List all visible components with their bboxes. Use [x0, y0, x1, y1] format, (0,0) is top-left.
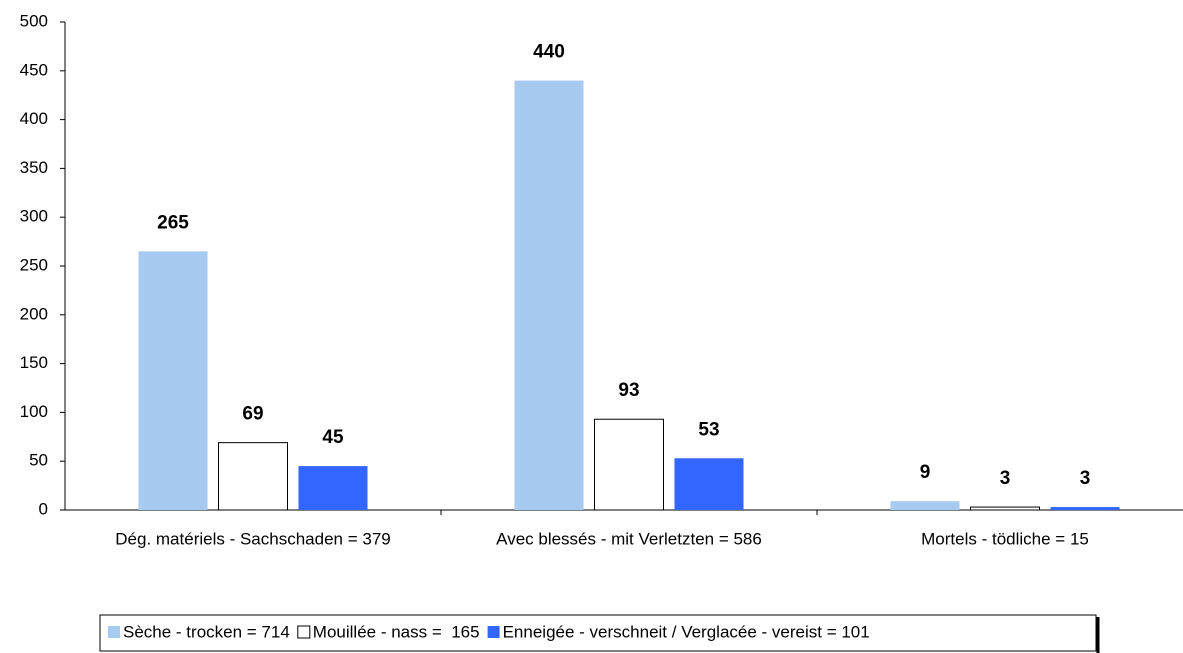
- legend-label: Mouillée - nass = 165: [313, 622, 480, 641]
- data-label: 93: [618, 380, 639, 401]
- data-label: 45: [322, 427, 344, 448]
- data-label: 3: [1080, 468, 1091, 489]
- y-tick-label: 150: [20, 353, 48, 372]
- y-tick-label: 100: [20, 402, 48, 421]
- bar: [970, 506, 1040, 511]
- legend-box: [99, 614, 1097, 652]
- data-label: 9: [920, 462, 931, 483]
- bar: [298, 466, 368, 510]
- data-label: 3: [1000, 468, 1011, 489]
- y-tick-label: 400: [20, 109, 48, 128]
- y-tick-label: 250: [20, 255, 48, 274]
- legend-swatch: [297, 625, 311, 639]
- bar: [218, 442, 288, 511]
- data-label: 265: [157, 212, 189, 233]
- legend-label: Enneigée - verschneit / Verglacée - vere…: [503, 622, 870, 641]
- bar: [514, 80, 584, 510]
- y-tick-label: 200: [20, 304, 48, 323]
- legend-swatch: [108, 626, 120, 638]
- legend-swatch: [487, 626, 500, 638]
- y-tick-label: 450: [20, 60, 48, 79]
- bar: [890, 501, 960, 510]
- x-tick-label: Dég. matériels - Sachschaden = 379: [115, 529, 390, 548]
- bar: [138, 251, 208, 511]
- y-tick-label: 300: [20, 207, 48, 226]
- bar: [674, 458, 744, 510]
- x-tick-label: Avec blessés - mit Verletzten = 586: [496, 529, 762, 548]
- data-label: 440: [533, 42, 565, 63]
- data-label: 69: [242, 404, 263, 425]
- y-tick-label: 500: [20, 11, 48, 30]
- bar: [594, 418, 664, 511]
- data-label: 53: [698, 419, 719, 440]
- x-tick-label: Mortels - tödliche = 15: [921, 529, 1089, 548]
- y-tick-label: 50: [29, 451, 48, 470]
- legend-label: Sèche - trocken = 714: [123, 622, 290, 641]
- y-tick-label: 350: [20, 158, 48, 177]
- bar: [1050, 507, 1120, 510]
- y-tick-label: 0: [39, 499, 48, 518]
